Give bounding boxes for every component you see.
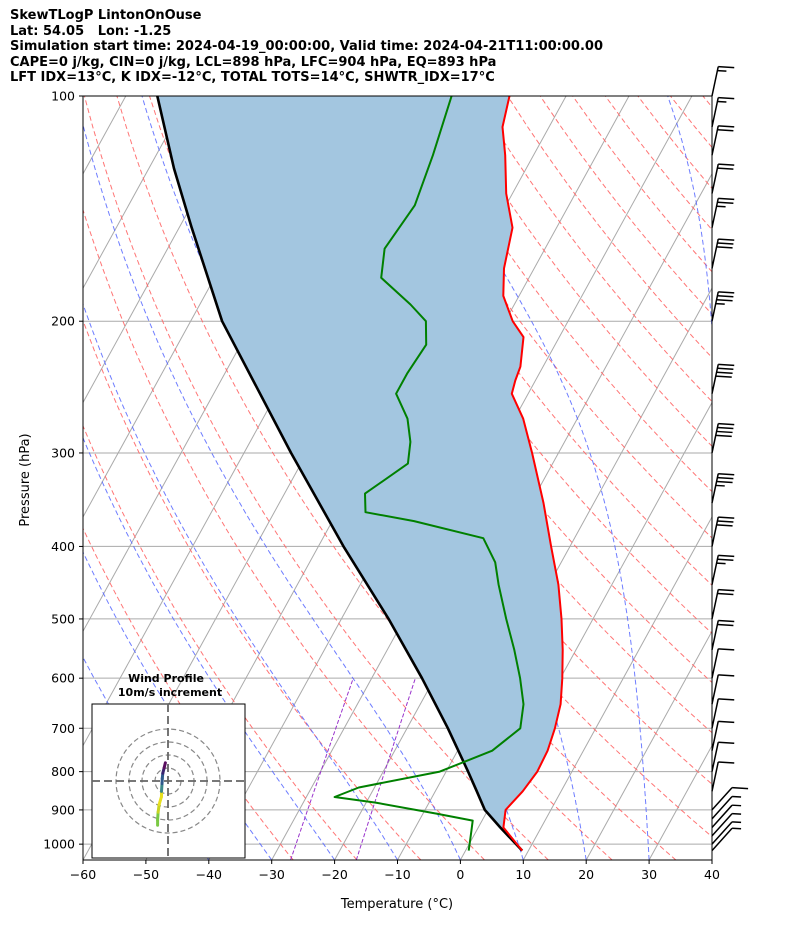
wind-barb: [711, 720, 735, 751]
moist-adiabat: [667, 96, 712, 860]
x-tick-label: 20: [578, 867, 594, 882]
moist-adiabat: [83, 302, 398, 860]
y-tick-label: 700: [51, 721, 75, 736]
dry-adiabat: [409, 96, 712, 493]
dry-adiabat: [604, 96, 712, 231]
dry-adiabat: [83, 527, 294, 860]
cape-area: [157, 96, 563, 851]
hodograph-segment: [162, 761, 167, 770]
wind-barb: [711, 741, 735, 772]
y-tick-label: 1000: [43, 837, 75, 852]
x-axis-label: Temperature (°C): [340, 897, 453, 912]
y-tick-label: 400: [51, 539, 75, 554]
x-tick-label: −60: [70, 867, 96, 882]
wind-barb: [711, 65, 735, 97]
y-tick-label: 600: [51, 671, 75, 686]
dry-adiabat: [507, 96, 712, 359]
y-tick-label: 900: [51, 802, 75, 817]
wind-barb: [711, 648, 735, 679]
wind-barbs: [711, 65, 749, 852]
chart-header: SkewTLogP LintonOnOuse Lat: 54.05 Lon: -…: [10, 8, 603, 86]
wind-barb: [711, 698, 735, 729]
x-tick-label: −20: [321, 867, 347, 882]
y-axis: 1000 900 800 700 600 500 400 300 200 100: [43, 89, 83, 852]
x-tick-label: −40: [196, 867, 222, 882]
isotherm: [83, 96, 190, 290]
wind-barb: [711, 291, 735, 322]
wind-barb: [711, 619, 735, 651]
wind-barb: [711, 588, 735, 620]
isotherm: [585, 630, 712, 860]
y-tick-label: 300: [51, 445, 75, 460]
wind-barb: [711, 197, 735, 228]
isotherm: [522, 515, 712, 860]
dry-adiabat: [181, 96, 712, 838]
x-tick-label: −30: [259, 867, 285, 882]
wind-barb: [711, 472, 735, 504]
wind-barb: [711, 795, 742, 820]
wind-barb: [711, 422, 735, 454]
y-tick-label: 200: [51, 314, 75, 329]
dry-adiabat: [376, 96, 712, 539]
isotherm: [334, 172, 712, 860]
time-line: Simulation start time: 2024-04-19_00:00:…: [10, 39, 603, 55]
y-axis-label: Pressure (hPa): [18, 433, 33, 526]
y-tick-label: 800: [51, 764, 75, 779]
dry-adiabat: [442, 96, 712, 447]
dewpoint-line: [333, 96, 525, 851]
isotherm: [775, 96, 794, 860]
x-tick-label: −10: [384, 867, 410, 882]
dry-adiabat: [539, 96, 712, 316]
mixing-ratio-line: [355, 678, 416, 860]
mixing-ratio-line: [290, 678, 354, 860]
wind-barb: [711, 363, 735, 394]
cape-fill: [157, 96, 563, 851]
dry-adiabat: [344, 96, 712, 586]
wind-barb: [711, 786, 749, 811]
profile-lines: [156, 96, 564, 852]
x-tick-label: 40: [704, 867, 720, 882]
isotherm: [83, 96, 253, 404]
wind-barb: [711, 125, 735, 156]
wind-barb: [711, 674, 735, 705]
dry-adiabat: [572, 96, 712, 273]
x-tick-label: 0: [456, 867, 464, 882]
indices-line-2: LFT IDX=13°C, K IDX=-12°C, TOTAL TOTS=14…: [10, 70, 495, 86]
y-tick-label: 500: [51, 611, 75, 626]
wind-barb: [711, 812, 742, 837]
moist-adiabat: [402, 96, 650, 860]
temperature-line: [501, 96, 564, 852]
wind-barb: [711, 163, 735, 194]
x-tick-label: 10: [515, 867, 531, 882]
wind-barb: [711, 238, 735, 269]
wind-barb: [711, 554, 735, 585]
moist-adiabat: [83, 436, 336, 860]
chart-title: SkewTLogP LintonOnOuse: [10, 8, 202, 23]
x-tick-label: −50: [133, 867, 159, 882]
wind-barb: [711, 96, 735, 128]
x-tick-label: 30: [641, 867, 657, 882]
wind-barb: [711, 761, 735, 792]
wind-barb: [711, 821, 742, 845]
hodograph-plot: [92, 704, 245, 858]
dry-adiabat: [116, 96, 613, 860]
wind-barb: [711, 516, 735, 547]
location-line: Lat: 54.05 Lon: -1.25: [10, 23, 172, 39]
wind-barb: [711, 804, 742, 828]
wind-barb: [711, 827, 742, 852]
hodograph: Wind Profile 10m/s increment: [91, 672, 246, 859]
x-axis: −60 −50 −40 −30 −20 −10 0 10 20 30 40: [70, 860, 720, 882]
hodograph-subtitle: 10m/s increment: [118, 686, 222, 699]
y-tick-label: 100: [51, 89, 75, 104]
parcel-line: [156, 96, 524, 852]
hodograph-title: Wind Profile: [128, 672, 204, 685]
indices-line-1: CAPE=0 j/kg, CIN=0 j/kg, LCL=898 hPa, LF…: [10, 54, 497, 70]
dry-adiabat: [83, 319, 422, 860]
moist-adiabat: [83, 123, 461, 860]
